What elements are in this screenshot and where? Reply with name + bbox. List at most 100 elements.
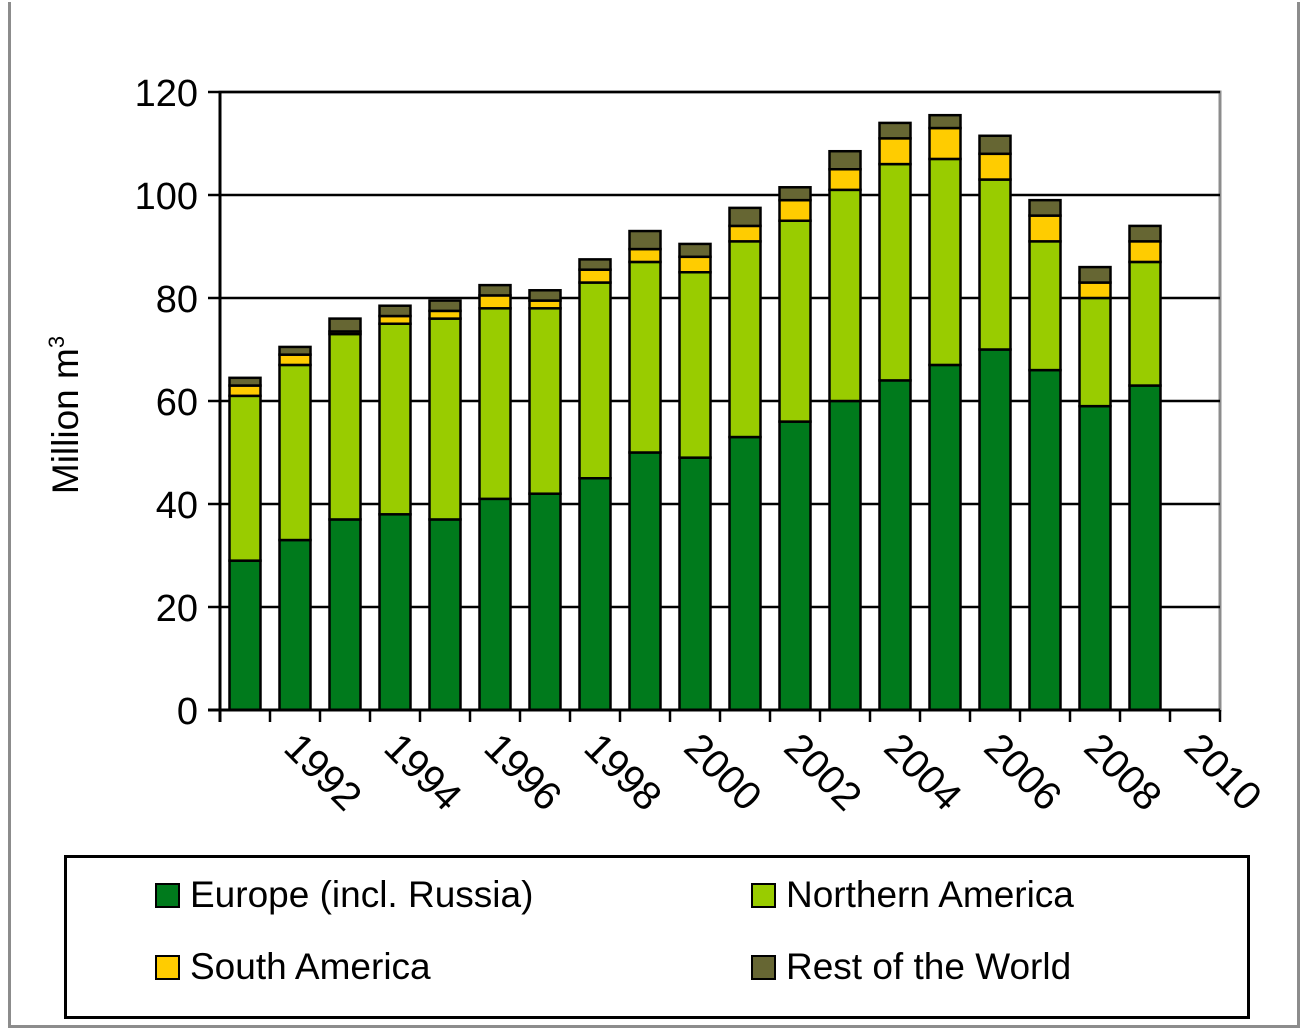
x-tick-label: 2010 xyxy=(1176,725,1270,819)
bar-segment xyxy=(978,152,1012,181)
bar-segment xyxy=(228,384,262,398)
bar-segment xyxy=(678,271,712,459)
y-tick-label: 20 xyxy=(156,588,198,630)
bars xyxy=(228,113,1162,712)
bar-segment xyxy=(228,394,262,562)
bar-segment xyxy=(878,379,912,712)
legend-item-europe: Europe (incl. Russia) xyxy=(155,874,533,916)
bar-segment xyxy=(1078,404,1112,712)
bar-segment xyxy=(578,258,612,271)
x-tick-label: 1992 xyxy=(276,725,370,819)
bar-segment xyxy=(828,149,862,171)
legend: Europe (incl. Russia) Northern America S… xyxy=(64,855,1250,1019)
bar-segment xyxy=(678,456,712,712)
bar-segment xyxy=(828,188,862,403)
bar-segment xyxy=(628,451,662,712)
y-tick-label: 80 xyxy=(156,279,198,321)
x-tick-label: 2008 xyxy=(1076,725,1170,819)
bar-segment xyxy=(678,242,712,259)
bar-segment xyxy=(428,299,462,313)
bar-segment xyxy=(928,363,962,712)
bar-segment xyxy=(528,289,562,302)
bar-segment xyxy=(428,317,462,521)
bar-segment xyxy=(1078,281,1112,300)
bar-segment xyxy=(478,307,512,501)
bar-segment xyxy=(478,497,512,712)
bar-segment xyxy=(1028,240,1062,372)
bar-segment xyxy=(1028,368,1062,712)
x-tick-label: 2000 xyxy=(676,725,770,819)
bar-segment xyxy=(778,420,812,712)
bar-segment xyxy=(578,477,612,712)
legend-label-northern-america: Northern America xyxy=(786,874,1074,915)
bar-segment xyxy=(828,399,862,712)
bar-segment xyxy=(1078,296,1112,408)
y-tick-label: 100 xyxy=(135,176,198,218)
y-tick-label: 40 xyxy=(156,485,198,527)
bar-segment xyxy=(878,162,912,382)
legend-item-rest-of-world: Rest of the World xyxy=(751,946,1071,988)
bar-segment xyxy=(928,113,962,130)
bar-segment xyxy=(978,348,1012,712)
y-tick-label: 0 xyxy=(177,691,198,733)
bar-segment xyxy=(628,260,662,454)
legend-swatch-south-america xyxy=(155,954,180,980)
bar-segment xyxy=(678,255,712,274)
bar-segment xyxy=(328,518,362,712)
bar-segment xyxy=(978,178,1012,351)
bar-segment xyxy=(328,332,362,521)
bar-segment xyxy=(378,513,412,712)
legend-label-south-america: South America xyxy=(190,946,431,987)
legend-item-northern-america: Northern America xyxy=(751,874,1074,916)
bar-segment xyxy=(228,559,262,712)
bar-segment xyxy=(528,492,562,712)
bar-segment xyxy=(778,198,812,222)
bar-segment xyxy=(878,137,912,166)
bar-segment xyxy=(778,186,812,202)
bar-segment xyxy=(1128,240,1162,264)
x-tick-label: 2006 xyxy=(976,725,1070,819)
y-tick-label: 60 xyxy=(156,382,198,424)
bar-segment xyxy=(978,134,1012,156)
bar-segment xyxy=(728,206,762,228)
x-tick-label: 1996 xyxy=(476,725,570,819)
bar-segment xyxy=(1128,224,1162,243)
bar-segment xyxy=(728,435,762,712)
bar-segment xyxy=(1028,198,1062,217)
bar-segment xyxy=(478,294,512,310)
y-axis-label-superscript: 3 xyxy=(44,336,69,348)
bar-segment xyxy=(778,219,812,423)
y-axis-label: Million m3 xyxy=(44,336,86,494)
bar-segment xyxy=(278,345,312,356)
bar-segment xyxy=(578,281,612,480)
bar-segment xyxy=(728,240,762,439)
bar-segment xyxy=(278,353,312,367)
gridlines xyxy=(218,90,1222,712)
legend-swatch-europe xyxy=(155,882,180,908)
bar-segment xyxy=(328,317,362,333)
y-tick-label: 120 xyxy=(135,73,198,115)
bar-segment xyxy=(378,304,412,318)
legend-swatch-northern-america xyxy=(751,882,776,908)
legend-swatch-rest-of-world xyxy=(751,954,776,980)
bar-segment xyxy=(278,538,312,712)
bar-segment xyxy=(428,518,462,712)
bar-segment xyxy=(928,126,962,161)
bar-segment xyxy=(478,283,512,297)
bar-segment xyxy=(1128,260,1162,387)
x-tick-label: 2002 xyxy=(776,725,870,819)
legend-item-south-america: South America xyxy=(155,946,431,988)
bar-segment xyxy=(628,229,662,251)
bar-segment xyxy=(578,268,612,284)
bar-segment xyxy=(928,157,962,367)
bar-segment xyxy=(1028,214,1062,243)
chart-frame xyxy=(8,2,1300,1028)
bar-segment xyxy=(1078,265,1112,284)
bar-segment xyxy=(728,224,762,243)
bar-segment xyxy=(878,121,912,140)
bar-segment xyxy=(228,376,262,387)
bar-segment xyxy=(628,247,662,264)
bar-segment xyxy=(828,168,862,192)
bar-segment xyxy=(528,307,562,495)
